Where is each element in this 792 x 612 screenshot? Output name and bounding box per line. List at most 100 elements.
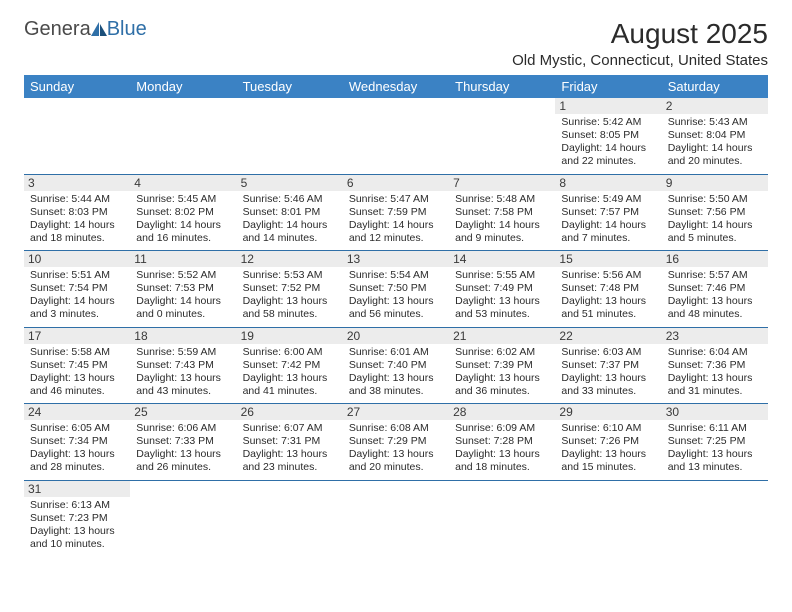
- day-info: Sunrise: 6:00 AMSunset: 7:42 PMDaylight:…: [243, 346, 337, 399]
- day-info: Sunrise: 6:05 AMSunset: 7:34 PMDaylight:…: [30, 422, 124, 475]
- day-number: 12: [237, 251, 343, 267]
- calendar-cell: 3 Sunrise: 5:44 AMSunset: 8:03 PMDaylight…: [24, 174, 130, 251]
- calendar-cell: 6 Sunrise: 5:47 AMSunset: 7:59 PMDaylight…: [343, 174, 449, 251]
- weekday-header: Monday: [130, 75, 236, 98]
- day-number: 26: [237, 404, 343, 420]
- day-info: Sunrise: 6:13 AMSunset: 7:23 PMDaylight:…: [30, 499, 124, 552]
- day-info: Sunrise: 5:43 AMSunset: 8:04 PMDaylight:…: [668, 116, 762, 169]
- weekday-header: Friday: [555, 75, 661, 98]
- day-number: 21: [449, 328, 555, 344]
- calendar-cell: [449, 480, 555, 556]
- day-number: 24: [24, 404, 130, 420]
- month-title: August 2025: [512, 18, 768, 50]
- calendar-cell: 8 Sunrise: 5:49 AMSunset: 7:57 PMDaylight…: [555, 174, 661, 251]
- day-info: Sunrise: 6:04 AMSunset: 7:36 PMDaylight:…: [668, 346, 762, 399]
- calendar-cell: 26Sunrise: 6:07 AMSunset: 7:31 PMDayligh…: [237, 404, 343, 481]
- weekday-header-row: Sunday Monday Tuesday Wednesday Thursday…: [24, 75, 768, 98]
- calendar-cell: [662, 480, 768, 556]
- calendar-cell: 16 Sunrise: 5:57 AMSunset: 7:46 PMDayligh…: [662, 251, 768, 328]
- day-number: 14: [449, 251, 555, 267]
- calendar-cell: 20Sunrise: 6:01 AMSunset: 7:40 PMDayligh…: [343, 327, 449, 404]
- day-info: Sunrise: 5:47 AMSunset: 7:59 PMDaylight:…: [349, 193, 443, 246]
- day-info: Sunrise: 5:45 AMSunset: 8:02 PMDaylight:…: [136, 193, 230, 246]
- day-info: Sunrise: 6:03 AMSunset: 7:37 PMDaylight:…: [561, 346, 655, 399]
- calendar-cell: 30Sunrise: 6:11 AMSunset: 7:25 PMDayligh…: [662, 404, 768, 481]
- weekday-header: Saturday: [662, 75, 768, 98]
- calendar-cell: 1 Sunrise: 5:42 AMSunset: 8:05 PMDaylight…: [555, 98, 661, 174]
- title-block: August 2025 Old Mystic, Connecticut, Uni…: [512, 18, 768, 69]
- day-number: 9: [662, 175, 768, 191]
- day-number: 2: [662, 98, 768, 114]
- calendar-cell: 15 Sunrise: 5:56 AMSunset: 7:48 PMDayligh…: [555, 251, 661, 328]
- calendar-cell: 12 Sunrise: 5:53 AMSunset: 7:52 PMDayligh…: [237, 251, 343, 328]
- calendar-row: 17Sunrise: 5:58 AMSunset: 7:45 PMDayligh…: [24, 327, 768, 404]
- day-number: 25: [130, 404, 236, 420]
- day-number: 15: [555, 251, 661, 267]
- day-info: Sunrise: 6:10 AMSunset: 7:26 PMDaylight:…: [561, 422, 655, 475]
- calendar-cell: 28 Sunrise: 6:09 AMSunset: 7:28 PMDayligh…: [449, 404, 555, 481]
- calendar-cell: [237, 98, 343, 174]
- weekday-header: Thursday: [449, 75, 555, 98]
- day-number: 6: [343, 175, 449, 191]
- day-info: Sunrise: 5:51 AMSunset: 7:54 PMDaylight:…: [30, 269, 124, 322]
- day-number: 1: [555, 98, 661, 114]
- calendar-cell: [130, 98, 236, 174]
- day-number: 5: [237, 175, 343, 191]
- day-info: Sunrise: 5:49 AMSunset: 7:57 PMDaylight:…: [561, 193, 655, 246]
- calendar-cell: [555, 480, 661, 556]
- day-info: Sunrise: 5:52 AMSunset: 7:53 PMDaylight:…: [136, 269, 230, 322]
- calendar-cell: 25 Sunrise: 6:06 AMSunset: 7:33 PMDayligh…: [130, 404, 236, 481]
- day-info: Sunrise: 5:55 AMSunset: 7:49 PMDaylight:…: [455, 269, 549, 322]
- header: Genera Blue August 2025 Old Mystic, Conn…: [24, 18, 768, 69]
- day-number: 8: [555, 175, 661, 191]
- day-info: Sunrise: 5:42 AMSunset: 8:05 PMDaylight:…: [561, 116, 655, 169]
- calendar-cell: 13 Sunrise: 5:54 AMSunset: 7:50 PMDayligh…: [343, 251, 449, 328]
- page: Genera Blue August 2025 Old Mystic, Conn…: [0, 0, 792, 574]
- day-info: Sunrise: 5:56 AMSunset: 7:48 PMDaylight:…: [561, 269, 655, 322]
- day-info: Sunrise: 5:53 AMSunset: 7:52 PMDaylight:…: [243, 269, 337, 322]
- day-info: Sunrise: 5:46 AMSunset: 8:01 PMDaylight:…: [243, 193, 337, 246]
- calendar-cell: 23Sunrise: 6:04 AMSunset: 7:36 PMDayligh…: [662, 327, 768, 404]
- calendar-cell: 7Sunrise: 5:48 AMSunset: 7:58 PMDaylight…: [449, 174, 555, 251]
- day-number: 28: [449, 404, 555, 420]
- day-info: Sunrise: 5:57 AMSunset: 7:46 PMDaylight:…: [668, 269, 762, 322]
- day-number: 18: [130, 328, 236, 344]
- logo: Genera Blue: [24, 18, 147, 41]
- calendar-row: 3 Sunrise: 5:44 AMSunset: 8:03 PMDaylight…: [24, 174, 768, 251]
- day-info: Sunrise: 6:02 AMSunset: 7:39 PMDaylight:…: [455, 346, 549, 399]
- day-info: Sunrise: 5:54 AMSunset: 7:50 PMDaylight:…: [349, 269, 443, 322]
- day-info: Sunrise: 6:06 AMSunset: 7:33 PMDaylight:…: [136, 422, 230, 475]
- calendar-cell: 24 Sunrise: 6:05 AMSunset: 7:34 PMDayligh…: [24, 404, 130, 481]
- day-number: 16: [662, 251, 768, 267]
- day-info: Sunrise: 6:11 AMSunset: 7:25 PMDaylight:…: [668, 422, 762, 475]
- calendar-row: 24 Sunrise: 6:05 AMSunset: 7:34 PMDayligh…: [24, 404, 768, 481]
- day-number: 4: [130, 175, 236, 191]
- calendar-cell: 29Sunrise: 6:10 AMSunset: 7:26 PMDayligh…: [555, 404, 661, 481]
- weekday-header: Tuesday: [237, 75, 343, 98]
- calendar-table: Sunday Monday Tuesday Wednesday Thursday…: [24, 75, 768, 556]
- day-number: 27: [343, 404, 449, 420]
- day-info: Sunrise: 5:44 AMSunset: 8:03 PMDaylight:…: [30, 193, 124, 246]
- calendar-cell: 31 Sunrise: 6:13 AMSunset: 7:23 PMDayligh…: [24, 480, 130, 556]
- day-info: Sunrise: 5:48 AMSunset: 7:58 PMDaylight:…: [455, 193, 549, 246]
- day-info: Sunrise: 5:50 AMSunset: 7:56 PMDaylight:…: [668, 193, 762, 246]
- day-number: 13: [343, 251, 449, 267]
- day-info: Sunrise: 6:09 AMSunset: 7:28 PMDaylight:…: [455, 422, 549, 475]
- day-info: Sunrise: 5:58 AMSunset: 7:45 PMDaylight:…: [30, 346, 124, 399]
- day-info: Sunrise: 5:59 AMSunset: 7:43 PMDaylight:…: [136, 346, 230, 399]
- calendar-cell: 5 Sunrise: 5:46 AMSunset: 8:01 PMDaylight…: [237, 174, 343, 251]
- calendar-cell: [24, 98, 130, 174]
- calendar-cell: 10Sunrise: 5:51 AMSunset: 7:54 PMDayligh…: [24, 251, 130, 328]
- calendar-row: 10Sunrise: 5:51 AMSunset: 7:54 PMDayligh…: [24, 251, 768, 328]
- day-number: 31: [24, 481, 130, 497]
- weekday-header: Wednesday: [343, 75, 449, 98]
- calendar-cell: [343, 480, 449, 556]
- day-number: 19: [237, 328, 343, 344]
- logo-sail-icon: [89, 20, 109, 40]
- calendar-cell: 14 Sunrise: 5:55 AMSunset: 7:49 PMDayligh…: [449, 251, 555, 328]
- day-info: Sunrise: 6:08 AMSunset: 7:29 PMDaylight:…: [349, 422, 443, 475]
- logo-text-1: Genera: [24, 18, 91, 41]
- calendar-row: 31 Sunrise: 6:13 AMSunset: 7:23 PMDayligh…: [24, 480, 768, 556]
- calendar-cell: [130, 480, 236, 556]
- day-number: 3: [24, 175, 130, 191]
